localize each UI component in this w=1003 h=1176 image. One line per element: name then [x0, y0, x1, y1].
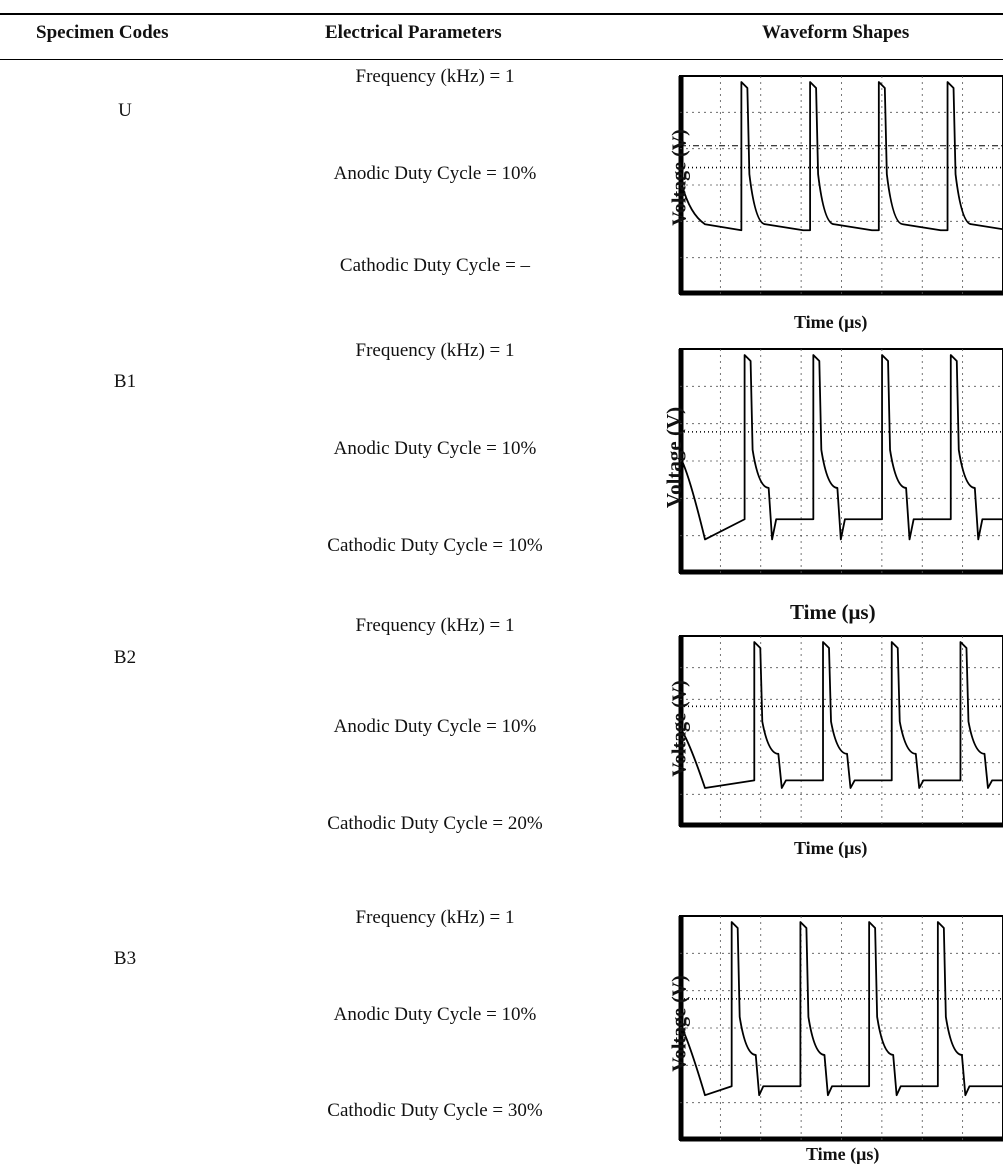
waveform-plot: [678, 348, 1003, 575]
x-axis-label: Time (μs): [806, 1144, 880, 1164]
specimen-code: U: [118, 100, 132, 121]
param-cathodic-duty: Cathodic Duty Cycle = 20%: [327, 813, 543, 834]
specimen-code: B3: [113, 948, 137, 969]
header-specimen-codes: Specimen Codes: [36, 22, 169, 43]
param-frequency: Frequency (kHz) = 1: [355, 66, 515, 87]
y-axis-label: Voltage (V): [668, 975, 691, 1072]
specimen-code: B1: [113, 371, 137, 392]
waveform-scope: Voltage (V): [669, 72, 1003, 300]
param-anodic-duty: Anodic Duty Cycle = 10%: [333, 716, 537, 737]
y-axis-label: Voltage (V): [668, 680, 691, 777]
waveform-plot: [678, 915, 1003, 1142]
param-anodic-duty: Anodic Duty Cycle = 10%: [333, 1004, 537, 1025]
param-frequency: Frequency (kHz) = 1: [355, 340, 515, 361]
x-axis-label: Time (μs): [794, 312, 868, 332]
header-electrical-parameters: Electrical Parameters: [325, 22, 502, 43]
x-axis-label: Time (μs): [790, 600, 876, 624]
y-axis-label: Voltage (V): [662, 406, 687, 509]
waveform-trace: [681, 354, 1003, 541]
param-anodic-duty: Anodic Duty Cycle = 10%: [333, 438, 537, 459]
waveform-plot: [678, 635, 1003, 828]
table-top-rule: [0, 13, 1003, 15]
waveform-trace: [681, 81, 1003, 232]
specimen-code: B2: [113, 647, 137, 668]
param-frequency: Frequency (kHz) = 1: [355, 907, 515, 928]
waveform-scope: Voltage (V): [662, 345, 1003, 579]
param-anodic-duty: Anodic Duty Cycle = 10%: [333, 163, 537, 184]
waveform-trace: [681, 921, 1003, 1097]
waveform-scope: Voltage (V): [669, 912, 1003, 1146]
x-axis-label: Time (μs): [794, 838, 868, 858]
param-cathodic-duty: Cathodic Duty Cycle = 10%: [327, 535, 543, 556]
param-cathodic-duty: Cathodic Duty Cycle = 30%: [327, 1100, 543, 1121]
header-waveform-shapes: Waveform Shapes: [762, 22, 910, 43]
param-cathodic-duty: Cathodic Duty Cycle = –: [339, 255, 531, 276]
y-axis-label: Voltage (V): [668, 129, 691, 226]
waveform-plot: [678, 75, 1003, 296]
param-frequency: Frequency (kHz) = 1: [355, 615, 515, 636]
waveform-scope: Voltage (V): [669, 632, 1003, 832]
table-header-rule: [0, 59, 1003, 60]
waveform-trace: [681, 641, 1003, 789]
